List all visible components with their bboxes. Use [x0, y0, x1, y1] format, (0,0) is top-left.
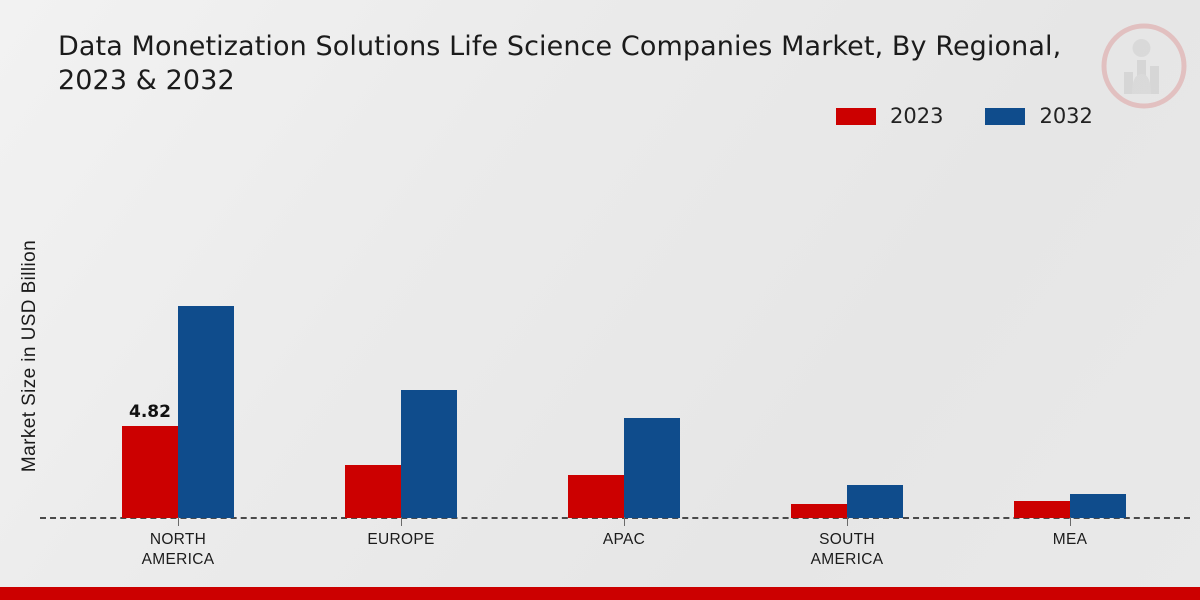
legend-item-2032[interactable]: 2032: [985, 104, 1093, 128]
chart-title-line-2: 2023 & 2032: [58, 65, 235, 96]
chart-title: Data Monetization Solutions Life Science…: [58, 30, 1148, 98]
bar-apac-2032[interactable]: [624, 418, 680, 518]
bar-south-america-2023[interactable]: [791, 504, 847, 518]
bar-apac-2023[interactable]: [568, 475, 624, 518]
footer-accent-bar: [0, 587, 1200, 600]
bar-mea-2023[interactable]: [1014, 501, 1070, 518]
plot-area: 4.82 NORTH AMERICA EUROPE: [40, 140, 1190, 568]
bar-mea-2032[interactable]: [1070, 494, 1126, 518]
bar-north-america-2032[interactable]: [178, 306, 234, 518]
bar-group-apac: APAC: [516, 140, 732, 548]
x-label-europe-line1: EUROPE: [367, 531, 435, 548]
legend-swatch-2023: [836, 107, 876, 125]
bar-north-america-2023[interactable]: 4.82: [122, 402, 178, 518]
x-tick-south-america: [847, 517, 848, 526]
x-label-north-america: NORTH AMERICA: [88, 530, 268, 570]
x-tick-north-america: [178, 517, 179, 526]
bar-europe-2023[interactable]: [345, 465, 401, 518]
x-label-apac: APAC: [534, 530, 714, 550]
bar-group-europe: EUROPE: [293, 140, 509, 548]
legend-label-2023: 2023: [890, 104, 944, 128]
legend-label-2032: 2032: [1039, 104, 1093, 128]
bar-group-mea: MEA: [962, 140, 1178, 548]
y-axis-title: Market Size in USD Billion: [19, 239, 40, 473]
chart-title-line-1: Data Monetization Solutions Life Science…: [58, 31, 1062, 62]
x-label-south-america-line1: SOUTH: [819, 531, 875, 548]
x-label-south-america-line2: AMERICA: [810, 551, 884, 568]
bar-europe-2032[interactable]: [401, 390, 457, 518]
legend-swatch-2032: [985, 107, 1026, 125]
x-label-mea-line1: MEA: [1052, 531, 1088, 548]
x-label-mea: MEA: [980, 530, 1160, 550]
x-label-europe: EUROPE: [311, 530, 491, 550]
bar-group-south-america: SOUTH AMERICA: [739, 140, 955, 568]
bar-group-north-america: 4.82 NORTH AMERICA: [70, 140, 286, 568]
x-label-apac-line1: APAC: [602, 531, 646, 548]
x-label-south-america: SOUTH AMERICA: [757, 530, 937, 570]
x-axis-baseline: [40, 517, 1190, 519]
x-tick-apac: [624, 517, 625, 526]
chart-legend: 2023 2032: [836, 104, 1093, 128]
x-label-north-america-line2: AMERICA: [141, 551, 215, 568]
legend-item-2023[interactable]: 2023: [836, 104, 943, 128]
bar-south-america-2032[interactable]: [847, 485, 903, 518]
x-label-north-america-line1: NORTH: [149, 531, 207, 548]
bar-value-north-america-2023: 4.82: [129, 402, 171, 422]
x-tick-europe: [401, 517, 402, 526]
x-tick-mea: [1070, 517, 1071, 526]
